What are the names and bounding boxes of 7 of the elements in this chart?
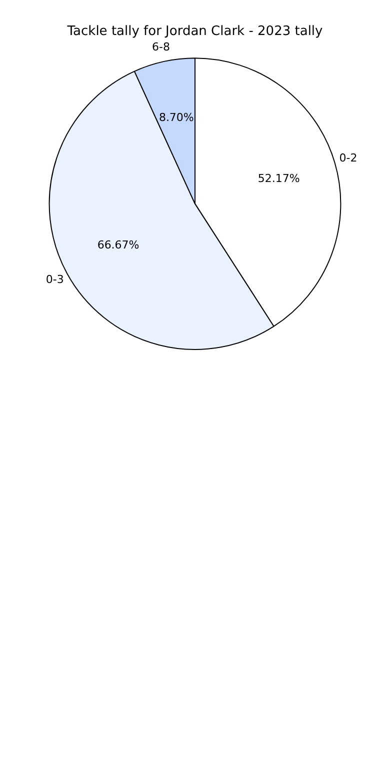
chart-title: Tackle tally for Jordan Clark - 2023 tally [66, 24, 324, 40]
slice-label: 0-2 [339, 152, 358, 165]
data-label: 52.17% [258, 172, 300, 186]
slice-label: 6-8 [152, 40, 170, 54]
data-label: 8.70% [158, 111, 194, 124]
data-label: 66.67% [97, 238, 140, 252]
slice-label: 0-3 [46, 273, 64, 286]
